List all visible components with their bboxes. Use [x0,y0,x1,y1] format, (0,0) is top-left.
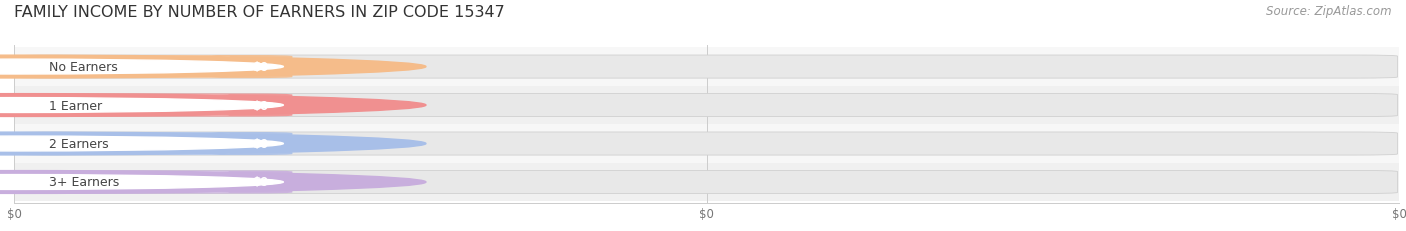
Circle shape [0,175,284,190]
Bar [14,86,1399,125]
FancyBboxPatch shape [15,171,292,194]
Text: Source: ZipAtlas.com: Source: ZipAtlas.com [1267,5,1392,18]
FancyBboxPatch shape [15,171,1398,194]
Text: $0: $0 [253,99,269,112]
FancyBboxPatch shape [15,94,1398,117]
FancyBboxPatch shape [15,132,1398,155]
FancyBboxPatch shape [15,56,292,79]
FancyBboxPatch shape [15,95,231,116]
Bar [14,48,1399,86]
Circle shape [0,98,284,113]
Circle shape [0,94,426,117]
Circle shape [0,171,426,194]
Text: $0: $0 [253,61,269,74]
FancyBboxPatch shape [15,57,231,78]
Text: 3+ Earners: 3+ Earners [49,176,120,189]
Circle shape [0,56,426,79]
FancyBboxPatch shape [15,94,292,117]
Text: $0: $0 [253,137,269,150]
Text: 2 Earners: 2 Earners [49,137,108,150]
Circle shape [0,60,284,75]
Text: $0: $0 [253,176,269,189]
Text: FAMILY INCOME BY NUMBER OF EARNERS IN ZIP CODE 15347: FAMILY INCOME BY NUMBER OF EARNERS IN ZI… [14,5,505,20]
Bar [14,125,1399,163]
Bar [14,163,1399,201]
Text: 1 Earner: 1 Earner [49,99,101,112]
FancyBboxPatch shape [15,171,231,193]
Text: No Earners: No Earners [49,61,118,74]
FancyBboxPatch shape [15,56,1398,79]
Circle shape [0,133,426,155]
Circle shape [0,137,284,151]
FancyBboxPatch shape [15,132,292,155]
FancyBboxPatch shape [15,133,231,155]
